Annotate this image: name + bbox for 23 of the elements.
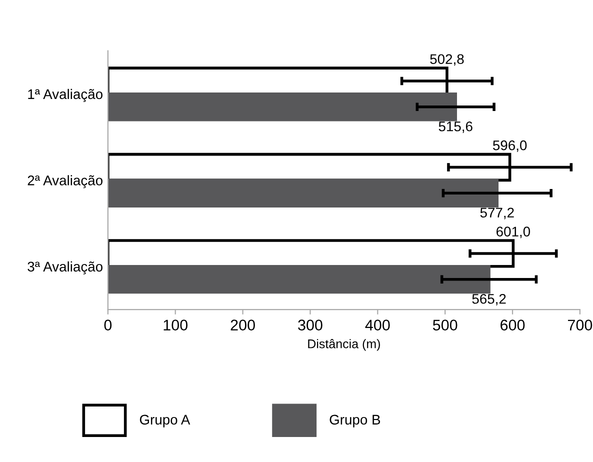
bar <box>108 92 457 122</box>
data-label: 515,6 <box>438 121 472 133</box>
bar <box>108 265 490 294</box>
x-tick-label: 400 <box>365 320 390 330</box>
bar <box>108 178 499 208</box>
data-label: 601,0 <box>496 226 530 238</box>
legend-label: Grupo B <box>330 414 380 428</box>
x-tick-label: 100 <box>164 320 188 330</box>
data-label: 565,2 <box>472 294 506 306</box>
y-tick-label: 2ª Avaliação <box>28 175 102 188</box>
legend-label: Grupo A <box>140 414 190 428</box>
y-tick-label: 3ª Avaliação <box>28 261 102 274</box>
x-tick-label: 500 <box>432 320 458 330</box>
x-axis-title: Distância (m) <box>308 339 380 351</box>
y-tick-label: 1ª Avaliação <box>28 88 102 102</box>
data-label: 502,8 <box>430 54 464 66</box>
x-tick-label: 600 <box>500 320 525 330</box>
x-tick-label: 700 <box>568 320 592 330</box>
x-tick-label: 200 <box>230 320 255 330</box>
data-label: 577,2 <box>480 208 514 220</box>
x-tick-label: 0 <box>104 320 112 330</box>
data-label: 596,0 <box>493 140 527 152</box>
x-tick-label: 300 <box>298 320 322 330</box>
